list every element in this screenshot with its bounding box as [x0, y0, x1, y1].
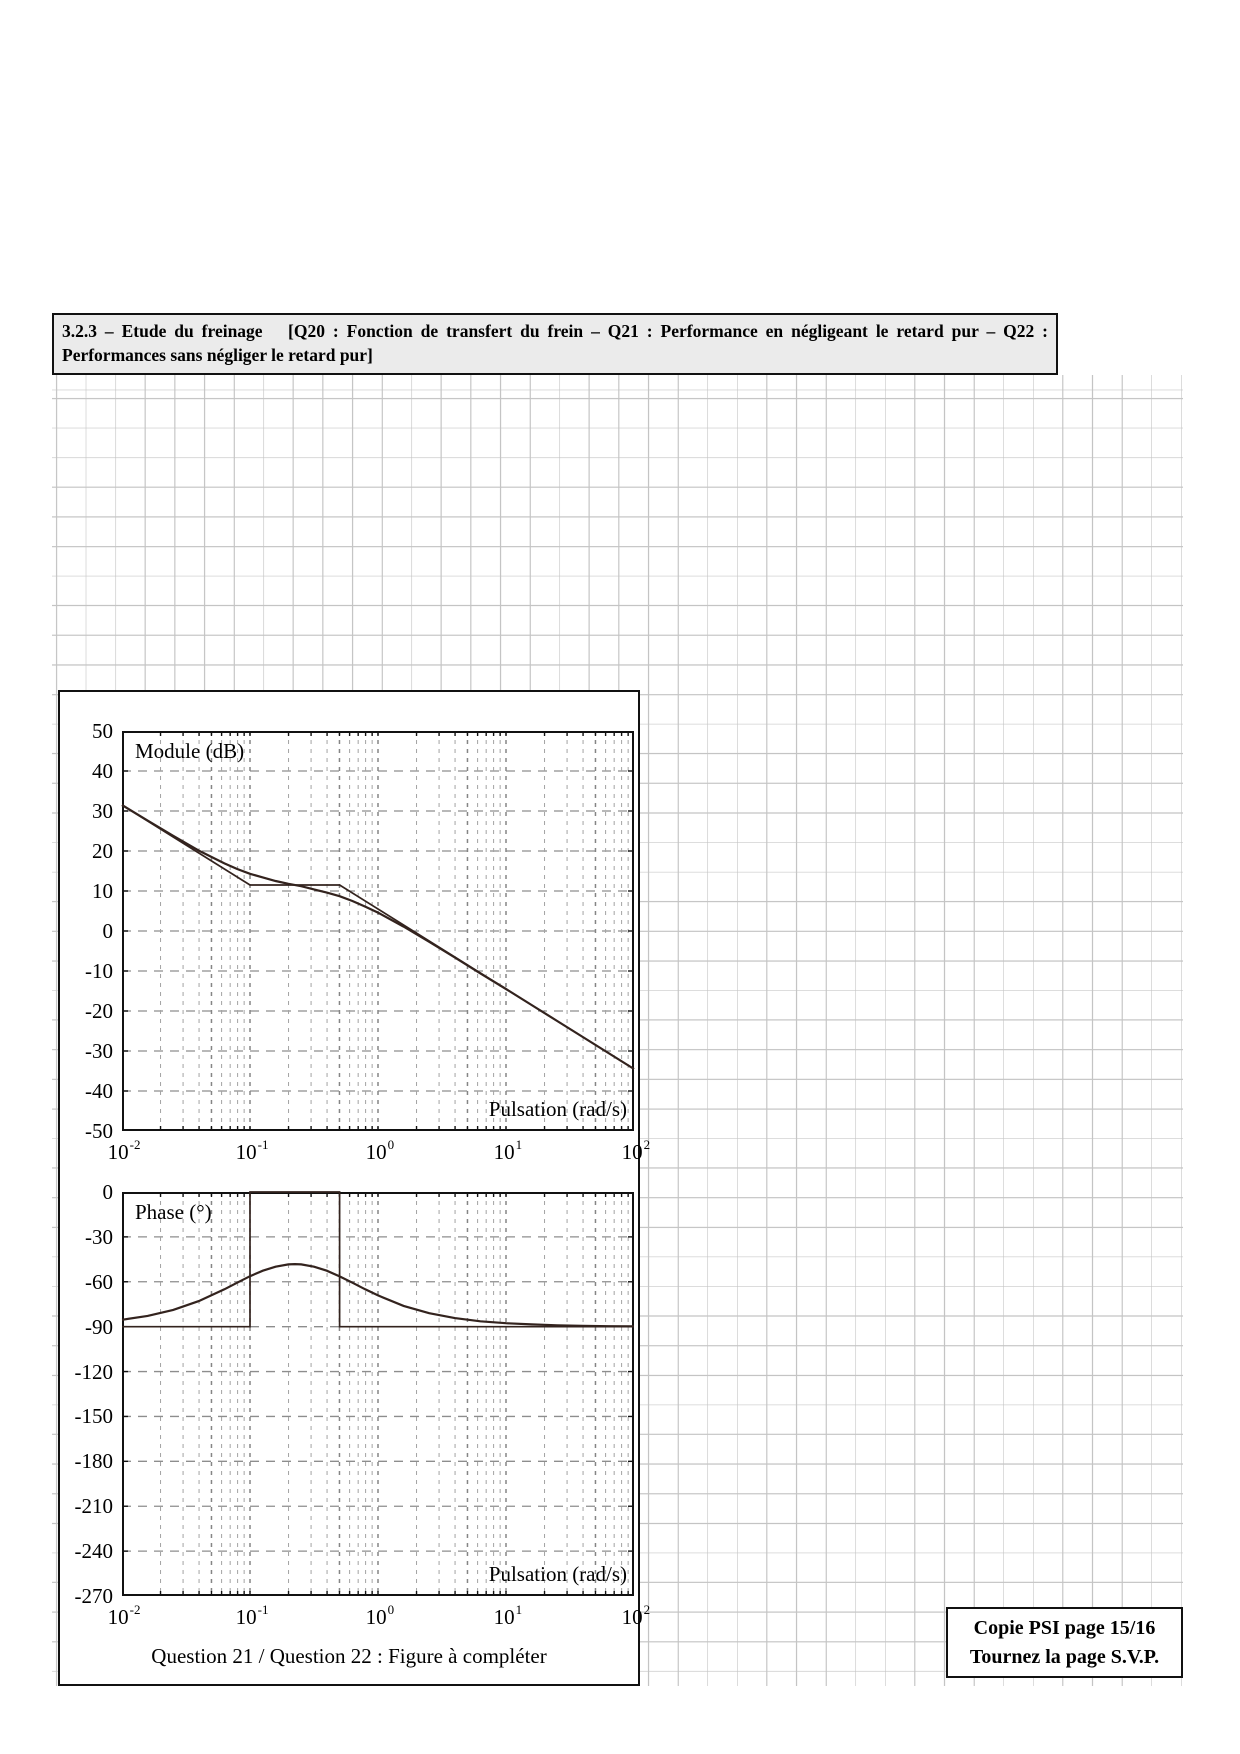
y-tick-label: -90: [85, 1314, 113, 1339]
y-tick-label: -20: [85, 999, 113, 1023]
y-tick-label: -270: [74, 1584, 114, 1608]
x-tick-label: 10-1: [235, 1137, 269, 1164]
phase-axis-title: Phase (°): [135, 1200, 212, 1224]
y-tick-label: -60: [85, 1269, 113, 1294]
bode-magnitude-canvas: [121, 731, 635, 1131]
section-header: 3.2.3 – Etude du freinage [Q20 : Fonctio…: [52, 313, 1058, 376]
x-tick-label: 102: [621, 1602, 651, 1629]
y-tick-label: 10: [92, 879, 113, 903]
x-tick-label: 10-2: [107, 1137, 141, 1164]
y-tick-label: -240: [74, 1539, 114, 1564]
x-tick-label: 100: [365, 1602, 395, 1629]
bode-phase-canvas: [121, 1191, 635, 1596]
exact-phase: [121, 1262, 635, 1328]
y-tick-label: -50: [85, 1119, 113, 1143]
magnitude-xaxis-label: Pulsation (rad/s): [488, 1097, 627, 1121]
y-tick-label: -30: [85, 1039, 113, 1063]
y-tick-label: -210: [74, 1494, 114, 1519]
y-tick-label: 30: [92, 799, 113, 823]
figure-box: Module (dB) Pulsation (rad/s) 50 40 30 20 10…: [58, 690, 651, 1686]
page-footer-box: Copie PSI page 15/16 Tournez la page S.V…: [946, 1607, 1183, 1678]
y-tick-label: -40: [85, 1079, 113, 1103]
footer-line-turn: Tournez la page S.V.P.: [969, 1646, 1160, 1668]
y-tick-label: 0: [102, 1180, 114, 1204]
bode-phase-plot: Phase (°) Pulsation (rad/s) 0 -30 -60 -90 -1…: [75, 1182, 651, 1628]
x-tick-label: 102: [621, 1137, 651, 1164]
y-tick-label: -150: [74, 1404, 114, 1429]
y-tick-label: 20: [92, 839, 113, 863]
magnitude-axis-title: Module (dB): [135, 739, 245, 763]
y-tick-label: 50: [92, 719, 113, 743]
y-tick-label: -30: [85, 1224, 113, 1249]
x-tick-label: 100: [365, 1137, 395, 1164]
y-tick-label: 0: [102, 919, 114, 943]
asymptotic-phase: [122, 1191, 634, 1328]
x-tick-label: 10-2: [107, 1602, 141, 1629]
x-tick-label: 101: [493, 1602, 523, 1629]
y-tick-label: -120: [74, 1359, 114, 1384]
bode-magnitude-plot: Module (dB) Pulsation (rad/s) 50 40 30 20 10…: [85, 721, 650, 1163]
y-tick-label: 40: [92, 759, 113, 783]
x-tick-label: 10-1: [235, 1602, 269, 1629]
figure-caption: Question 21 / Question 22 : Figure à com…: [151, 1644, 547, 1668]
x-tick-label: 101: [493, 1137, 523, 1164]
phase-xaxis-label: Pulsation (rad/s): [488, 1562, 627, 1586]
footer-line-copy: Copie PSI page 15/16: [973, 1617, 1156, 1639]
y-tick-label: -10: [85, 959, 113, 983]
y-tick-label: -180: [74, 1449, 114, 1474]
exact-gain: [121, 804, 635, 1070]
